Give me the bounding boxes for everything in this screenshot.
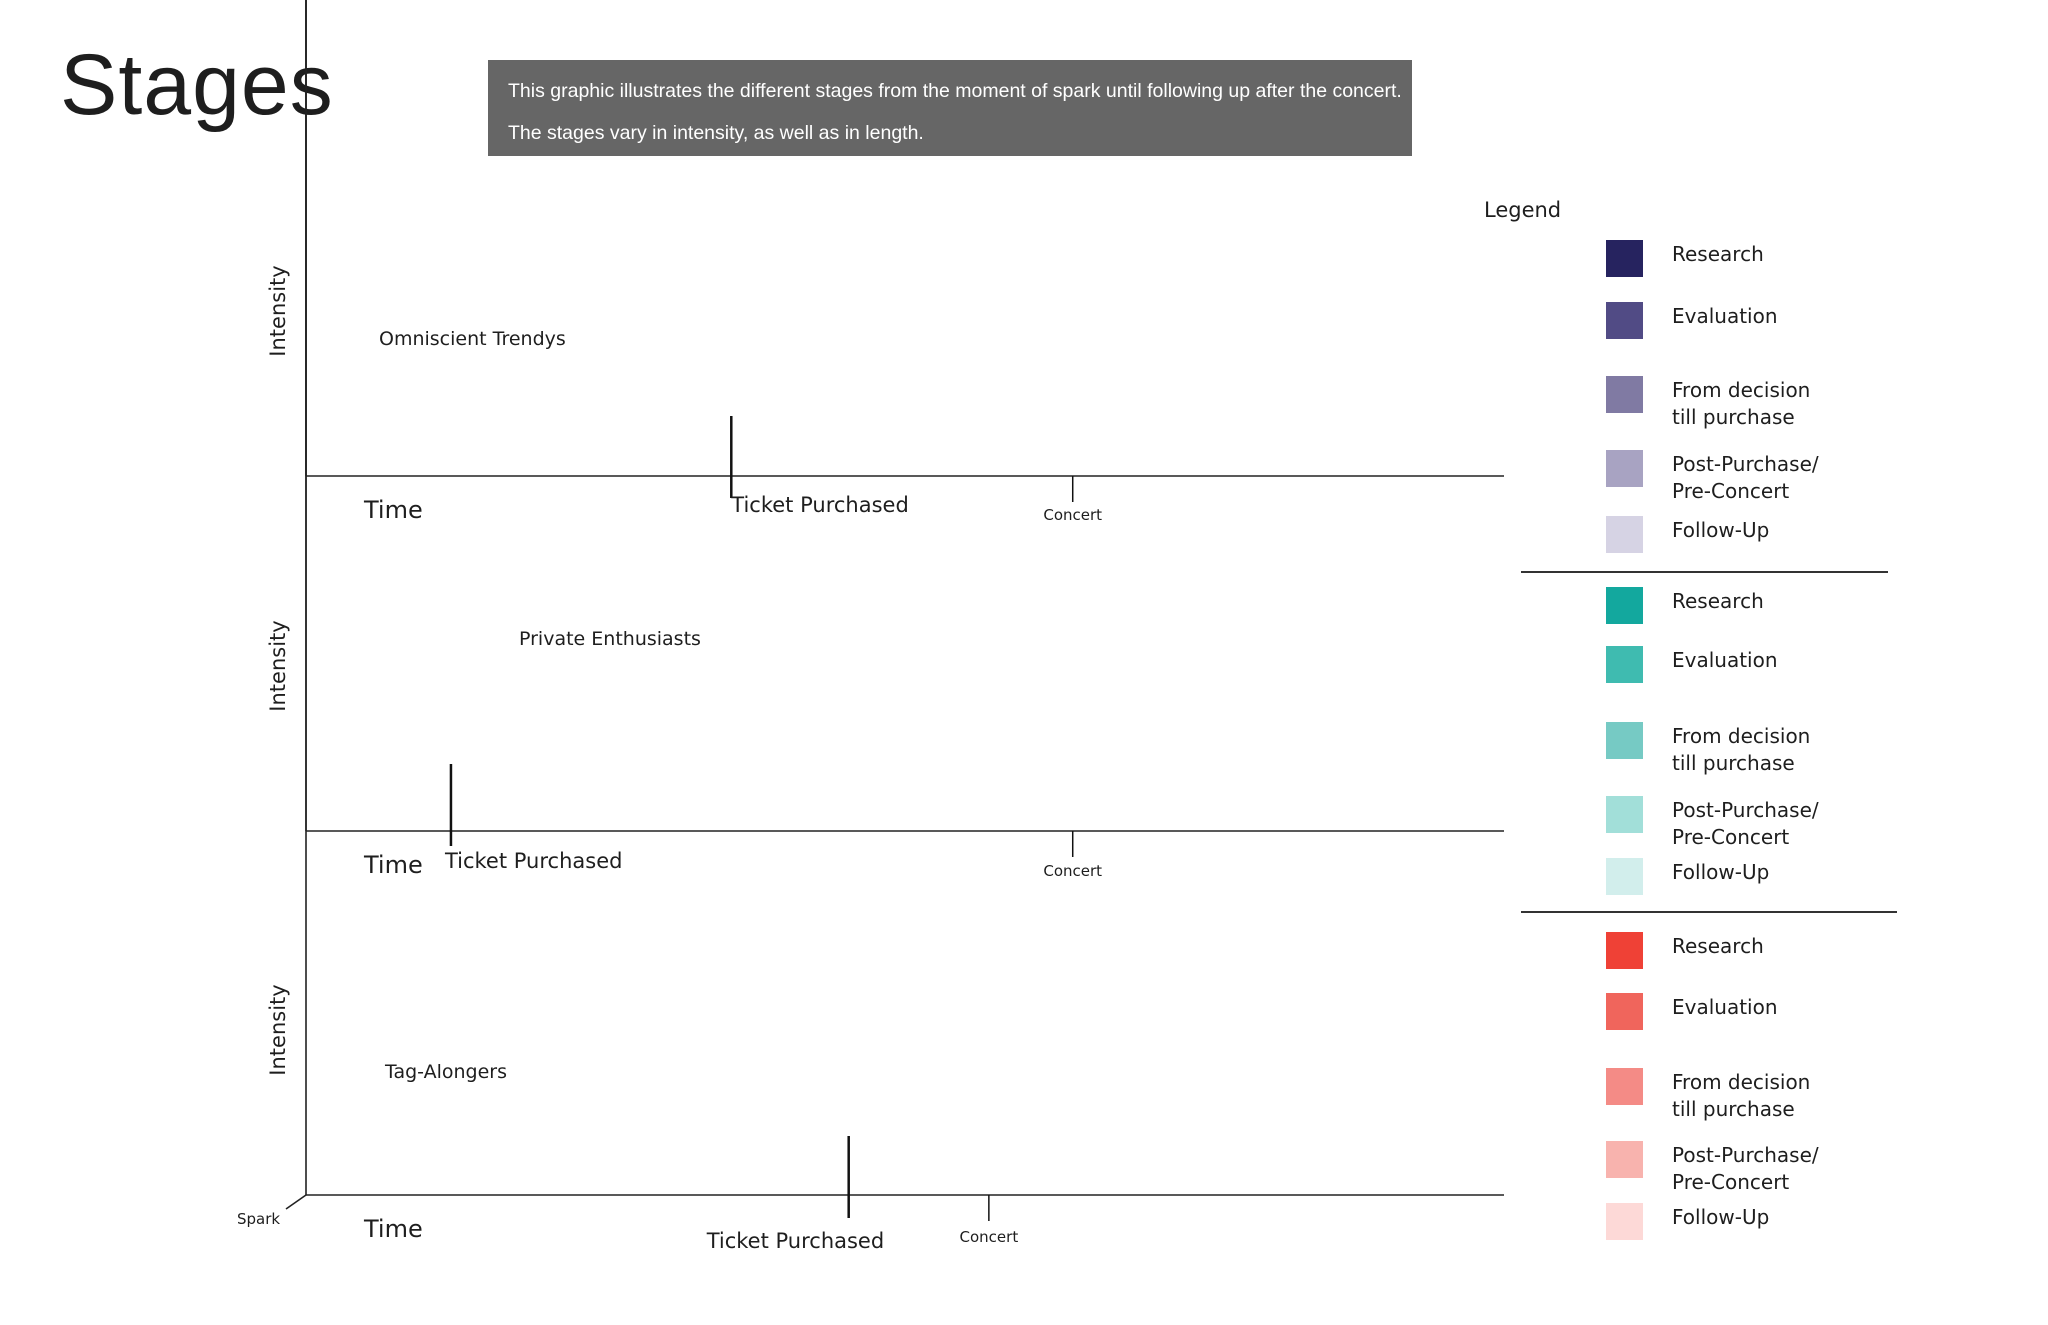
legend-item-3-5: Follow-Up xyxy=(1606,1203,1769,1240)
legend-swatch xyxy=(1606,587,1643,624)
ticket-purchased-label: Ticket Purchased xyxy=(444,849,623,873)
legend-item-3-3: From decision till purchase xyxy=(1606,1068,1810,1123)
legend-swatch xyxy=(1606,796,1643,833)
legend-swatch xyxy=(1606,1141,1643,1178)
legend-label: Evaluation xyxy=(1672,648,1778,672)
y-axis-label: Intensity xyxy=(266,620,290,711)
legend-item-1-2: Evaluation xyxy=(1606,302,1778,339)
chart-title: Private Enthusiasts xyxy=(519,628,701,650)
legend-label: Research xyxy=(1672,934,1764,958)
legend-label: Follow-Up xyxy=(1672,860,1770,884)
legend-swatch xyxy=(1606,993,1643,1030)
legend-swatch xyxy=(1606,516,1643,553)
legend-item-1-1: Research xyxy=(1606,240,1764,277)
legend-label: Evaluation xyxy=(1672,995,1778,1019)
legend-label: Research xyxy=(1672,589,1764,613)
legend-label: From decision till purchase xyxy=(1672,1070,1811,1121)
y-axis-label: Intensity xyxy=(266,984,290,1075)
legend-swatch xyxy=(1606,376,1643,413)
legend-swatch xyxy=(1606,450,1643,487)
legend-divider-2 xyxy=(1521,911,1897,913)
page-title: Stages xyxy=(60,37,334,133)
description-line-1: This graphic illustrates the different s… xyxy=(508,80,1402,102)
ticket-purchased-label: Ticket Purchased xyxy=(706,1229,885,1253)
concert-label: Concert xyxy=(1043,506,1102,524)
y-axis-label: Intensity xyxy=(266,265,290,356)
legend-swatch xyxy=(1606,302,1643,339)
legend-label: Post-Purchase/ Pre-Concert xyxy=(1672,452,1819,503)
legend-item-2-3: From decision till purchase xyxy=(1606,722,1810,777)
concert-label: Concert xyxy=(1043,862,1102,880)
legend-swatch xyxy=(1606,858,1643,895)
x-axis-label: Time xyxy=(363,851,423,879)
legend-swatch xyxy=(1606,646,1643,683)
legend-item-3-2: Evaluation xyxy=(1606,993,1778,1030)
legend-label: Research xyxy=(1672,242,1764,266)
legend-item-2-4: Post-Purchase/ Pre-Concert xyxy=(1606,796,1819,851)
chart-title: Omniscient Trendys xyxy=(379,328,566,350)
legend-label: Post-Purchase/ Pre-Concert xyxy=(1672,798,1819,849)
legend-swatch xyxy=(1606,722,1643,759)
legend-item-1-5: Follow-Up xyxy=(1606,516,1769,553)
legend-item-2-2: Evaluation xyxy=(1606,646,1778,683)
legend-swatch xyxy=(1606,1203,1643,1240)
spark-pointer xyxy=(285,1194,307,1210)
x-axis-label: Time xyxy=(363,496,423,524)
chart-title: Tag-Alongers xyxy=(384,1061,507,1083)
description-box: This graphic illustrates the different s… xyxy=(488,60,1412,156)
legend-swatch xyxy=(1606,932,1643,969)
chart-panel-2: Intensity Time Private Enthusiasts Ticket P… xyxy=(266,0,1504,880)
legend-label: Evaluation xyxy=(1672,304,1778,328)
legend-label: From decision till purchase xyxy=(1672,378,1811,429)
legend-title: Legend xyxy=(1484,198,1562,222)
chart-panel-1: Intensity Time Omniscient Trendys Ticket Pu… xyxy=(266,0,1504,524)
legend-swatch xyxy=(1606,1068,1643,1105)
legend-divider-1 xyxy=(1521,571,1888,573)
spark-label: Spark xyxy=(237,1210,280,1228)
x-axis-label: Time xyxy=(363,1215,423,1243)
legend-item-3-1: Research xyxy=(1606,932,1764,969)
legend-label: From decision till purchase xyxy=(1672,724,1811,775)
concert-label: Concert xyxy=(960,1228,1019,1246)
legend-swatch xyxy=(1606,240,1643,277)
ticket-purchased-label: Ticket Purchased xyxy=(730,493,909,517)
legend-item-2-1: Research xyxy=(1606,587,1764,624)
legend-item-3-4: Post-Purchase/ Pre-Concert xyxy=(1606,1141,1819,1196)
legend-label: Post-Purchase/ Pre-Concert xyxy=(1672,1143,1819,1194)
legend-label: Follow-Up xyxy=(1672,518,1770,542)
legend-label: Follow-Up xyxy=(1672,1205,1770,1229)
legend-item-1-4: Post-Purchase/ Pre-Concert xyxy=(1606,450,1819,505)
chart-panel-3: Intensity Time Tag-Alongers Ticket Purchase… xyxy=(237,0,1504,1253)
legend-item-2-5: Follow-Up xyxy=(1606,858,1769,895)
legend-item-1-3: From decision till purchase xyxy=(1606,376,1810,431)
description-line-2: The stages vary in intensity, as well as… xyxy=(508,122,924,144)
